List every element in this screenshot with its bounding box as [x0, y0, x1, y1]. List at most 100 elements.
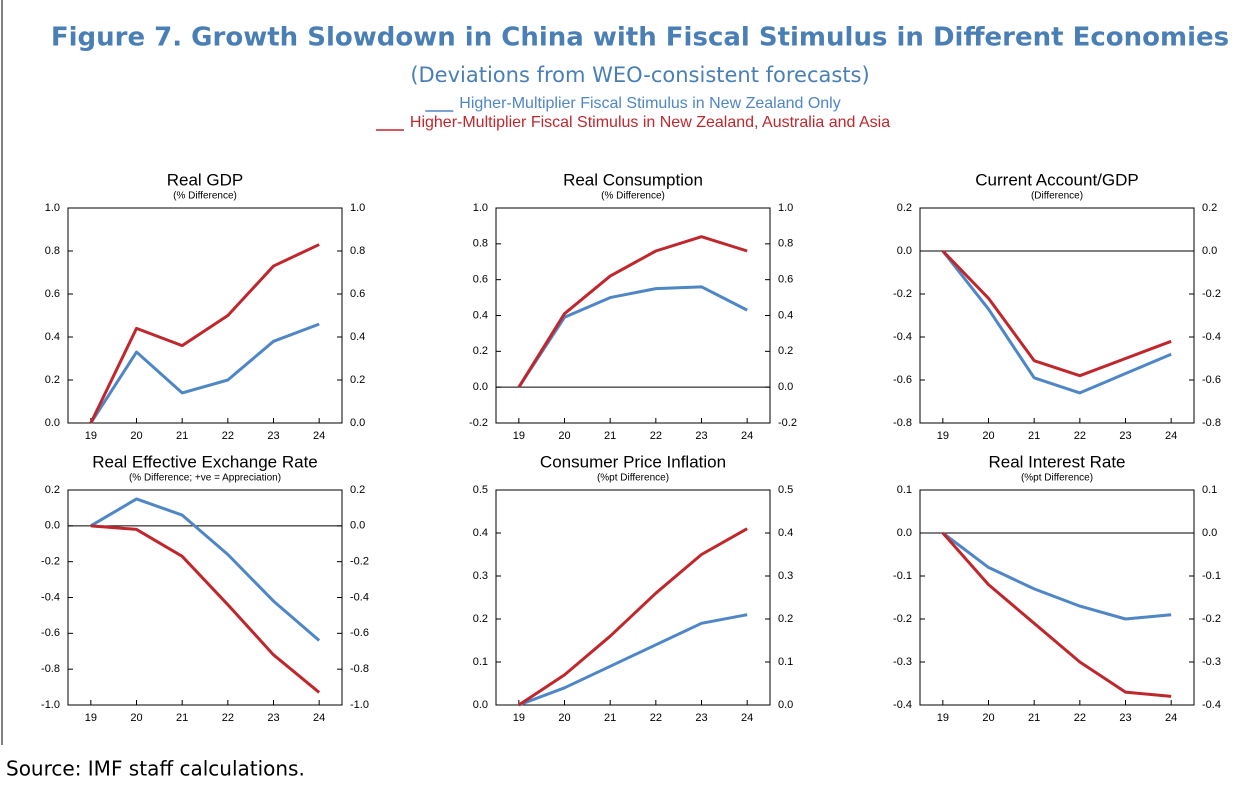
- y2-tick-label: 0.6: [350, 288, 365, 300]
- y-tick-label: 0.0: [473, 381, 488, 393]
- y-tick-label: -0.3: [893, 656, 912, 668]
- panel-title: Consumer Price Inflation: [540, 452, 726, 471]
- y2-tick-label: 0.0: [350, 520, 365, 532]
- y-tick-label: 0.6: [473, 274, 488, 286]
- y2-tick-label: -0.6: [350, 627, 369, 639]
- y-tick-label: -0.8: [41, 663, 60, 675]
- figure-subtitle: (Deviations from WEO-consistent forecast…: [410, 63, 869, 87]
- y-tick-label: 0.0: [897, 527, 912, 539]
- x-tick-label: 22: [222, 430, 234, 442]
- x-tick-label: 19: [937, 712, 949, 724]
- panel-title: Current Account/GDP: [975, 170, 1138, 189]
- y-tick-label: 0.2: [473, 613, 488, 625]
- y2-tick-label: -0.8: [350, 663, 369, 675]
- y2-tick-label: -0.4: [1202, 699, 1221, 711]
- y-tick-label: 1.0: [45, 202, 60, 214]
- y2-tick-label: 1.0: [778, 202, 793, 214]
- x-tick-label: 20: [982, 430, 994, 442]
- y2-tick-label: 0.2: [778, 613, 793, 625]
- x-tick-label: 21: [1028, 430, 1040, 442]
- series-line: [941, 531, 1172, 621]
- x-tick-label: 24: [741, 712, 753, 724]
- y2-tick-label: 0.2: [350, 374, 365, 386]
- y2-tick-label: 0.1: [1202, 484, 1217, 496]
- y-tick-label: -0.4: [893, 331, 912, 343]
- y2-tick-label: 0.2: [350, 484, 365, 496]
- series-line: [89, 322, 320, 424]
- x-tick-label: 20: [130, 712, 142, 724]
- panel-subtitle: (Difference): [1031, 191, 1083, 202]
- y-tick-label: 0.2: [897, 202, 912, 214]
- plot-frame: [495, 207, 771, 424]
- panel-subtitle: (%pt Difference): [597, 473, 669, 484]
- figure-title: Figure 7. Growth Slowdown in China with …: [51, 23, 1229, 53]
- y-tick-label: 0.3: [473, 570, 488, 582]
- y-tick-label: 0.1: [897, 484, 912, 496]
- x-tick-label: 24: [313, 430, 325, 442]
- panel-title: Real Consumption: [563, 170, 703, 189]
- y-tick-label: -0.1: [893, 570, 912, 582]
- y-tick-label: -0.2: [41, 556, 60, 568]
- y2-tick-label: -0.2: [350, 556, 369, 568]
- y2-tick-label: 0.4: [778, 527, 793, 539]
- y2-tick-label: 1.0: [350, 202, 365, 214]
- panel-subtitle: (% Difference): [601, 191, 665, 202]
- series-line: [941, 249, 1172, 378]
- y2-tick-label: -0.4: [1202, 331, 1221, 343]
- y2-tick-label: -0.2: [778, 417, 797, 429]
- x-tick-label: 21: [604, 712, 616, 724]
- x-tick-label: 23: [1119, 430, 1131, 442]
- y2-tick-label: -0.1: [1202, 570, 1221, 582]
- x-tick-label: 20: [982, 712, 994, 724]
- x-tick-label: 19: [937, 430, 949, 442]
- panel-title: Real GDP: [167, 170, 244, 189]
- y2-tick-label: 0.6: [778, 274, 793, 286]
- y2-tick-label: -0.2: [1202, 288, 1221, 300]
- x-tick-label: 20: [558, 712, 570, 724]
- x-tick-label: 24: [313, 712, 325, 724]
- legend-label: Higher-Multiplier Fiscal Stimulus in New…: [459, 95, 840, 112]
- series-line: [941, 250, 1172, 395]
- y2-tick-label: -0.4: [350, 591, 369, 603]
- y2-tick-label: -0.6: [1202, 374, 1221, 386]
- x-tick-label: 23: [1119, 712, 1131, 724]
- y2-tick-label: 0.0: [778, 699, 793, 711]
- y2-tick-label: 0.0: [350, 417, 365, 429]
- series-line: [517, 235, 748, 388]
- plot-frame: [495, 489, 771, 706]
- y2-tick-label: 0.3: [778, 570, 793, 582]
- series-line: [90, 497, 321, 642]
- y-tick-label: 0.5: [473, 484, 488, 496]
- x-tick-label: 20: [130, 430, 142, 442]
- y2-tick-label: 0.5: [778, 484, 793, 496]
- y-tick-label: -0.2: [893, 288, 912, 300]
- series-line: [518, 613, 748, 707]
- y-tick-label: -0.8: [893, 417, 912, 429]
- x-tick-label: 19: [513, 712, 525, 724]
- plot-frame: [919, 207, 1195, 424]
- x-tick-label: 23: [267, 430, 279, 442]
- x-tick-label: 21: [1028, 712, 1040, 724]
- y-tick-label: 0.2: [45, 374, 60, 386]
- y2-tick-label: 0.0: [1202, 245, 1217, 257]
- y2-tick-label: -0.8: [1202, 417, 1221, 429]
- x-tick-label: 24: [1165, 430, 1177, 442]
- x-tick-label: 24: [741, 430, 753, 442]
- x-tick-label: 21: [604, 430, 616, 442]
- y-tick-label: 0.6: [45, 288, 60, 300]
- series-line: [941, 532, 1172, 698]
- y-tick-label: 1.0: [473, 202, 488, 214]
- x-tick-label: 22: [222, 712, 234, 724]
- x-tick-label: 23: [695, 712, 707, 724]
- y2-tick-label: 0.2: [1202, 202, 1217, 214]
- y2-tick-label: 0.4: [778, 309, 793, 321]
- y-tick-label: -0.6: [893, 374, 912, 386]
- y2-tick-label: 0.2: [778, 345, 793, 357]
- y2-tick-label: 0.1: [778, 656, 793, 668]
- y-tick-label: -0.6: [41, 627, 60, 639]
- y2-tick-label: -0.2: [1202, 613, 1221, 625]
- x-tick-label: 22: [650, 430, 662, 442]
- x-tick-label: 19: [85, 712, 97, 724]
- y2-tick-label: 0.0: [1202, 527, 1217, 539]
